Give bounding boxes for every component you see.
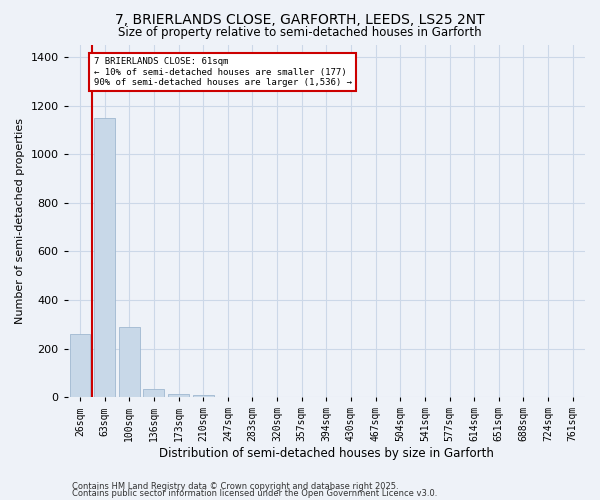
Bar [168,394,189,397]
Bar [70,334,91,397]
Bar [143,388,164,397]
Text: 7, BRIERLANDS CLOSE, GARFORTH, LEEDS, LS25 2NT: 7, BRIERLANDS CLOSE, GARFORTH, LEEDS, LS… [115,12,485,26]
Text: Contains HM Land Registry data © Crown copyright and database right 2025.: Contains HM Land Registry data © Crown c… [72,482,398,491]
Text: 7 BRIERLANDS CLOSE: 61sqm
← 10% of semi-detached houses are smaller (177)
90% of: 7 BRIERLANDS CLOSE: 61sqm ← 10% of semi-… [94,57,352,87]
Bar [193,395,214,397]
Text: Contains public sector information licensed under the Open Government Licence v3: Contains public sector information licen… [72,490,437,498]
X-axis label: Distribution of semi-detached houses by size in Garforth: Distribution of semi-detached houses by … [159,447,494,460]
Y-axis label: Number of semi-detached properties: Number of semi-detached properties [15,118,25,324]
Bar [119,326,140,397]
Bar [94,118,115,397]
Text: Size of property relative to semi-detached houses in Garforth: Size of property relative to semi-detach… [118,26,482,39]
